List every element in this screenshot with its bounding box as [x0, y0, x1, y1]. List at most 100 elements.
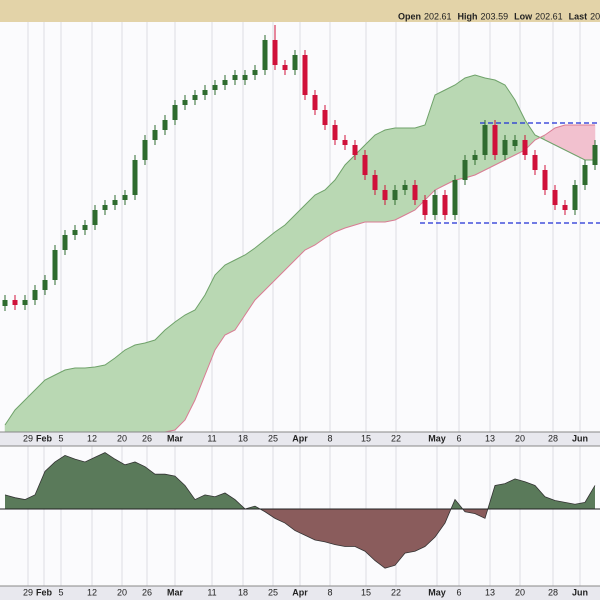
candle-body: [42, 280, 48, 290]
x-tick-label: Apr: [292, 587, 308, 597]
x-tick-label: 25: [268, 433, 278, 443]
candle-body: [202, 90, 208, 95]
x-tick-label: 26: [142, 587, 152, 597]
x-tick-label: 20: [117, 433, 127, 443]
candle-body: [272, 40, 278, 65]
candle-body: [302, 55, 308, 95]
cloud-segment: [154, 329, 166, 433]
x-tick-label: Feb: [36, 587, 53, 597]
header-value: 202.61: [424, 11, 452, 21]
candle-body: [472, 155, 478, 160]
candle-body: [2, 300, 8, 306]
candle-body: [372, 175, 378, 190]
x-tick-label: 20: [117, 587, 127, 597]
x-tick-label: 28: [548, 587, 558, 597]
candle-body: [152, 130, 158, 140]
x-tick-label: 5: [58, 433, 63, 443]
candle-body: [412, 185, 418, 200]
header-label: Open: [398, 11, 421, 21]
cloud-segment: [134, 342, 146, 433]
cloud-segment: [74, 367, 86, 433]
x-tick-label: 11: [207, 587, 216, 597]
candle-body: [252, 70, 258, 75]
candle-body: [172, 105, 178, 120]
cloud-segment: [434, 89, 446, 191]
cloud-segment: [94, 364, 106, 433]
candle-body: [182, 100, 188, 105]
header-label: Last: [569, 11, 588, 21]
cloud-segment: [384, 127, 396, 223]
candle-body: [142, 140, 148, 160]
candle-body: [362, 155, 368, 175]
candle-body: [72, 230, 78, 235]
x-tick-label: 20: [515, 587, 525, 597]
x-tick-label: 12: [87, 433, 97, 443]
cloud-edge: [4, 74, 595, 426]
x-tick-label: Feb: [36, 433, 53, 443]
header-value: 203.59: [481, 11, 509, 21]
candle-body: [212, 85, 218, 90]
cloud-segment: [144, 339, 156, 433]
cloud-segment: [164, 321, 176, 433]
candle-body: [392, 190, 398, 200]
candle-body: [222, 80, 228, 85]
candle-body: [512, 140, 518, 146]
candle-body: [462, 160, 468, 180]
x-tick-label: 12: [87, 587, 97, 597]
x-tick-label: Apr: [292, 433, 308, 443]
candle-body: [552, 190, 558, 205]
plot: 2929FebFeb55121220202626MarMar1111181825…: [0, 22, 600, 597]
date-band: [0, 432, 600, 446]
x-tick-label: 15: [361, 587, 371, 597]
x-tick-label: 11: [207, 433, 216, 443]
x-tick-label: 20: [515, 433, 525, 443]
cloud-segment: [394, 127, 406, 221]
header-value: 202.61: [535, 11, 563, 21]
cloud-segment: [484, 77, 496, 171]
candle-body: [52, 250, 58, 280]
x-tick-label: 18: [238, 433, 248, 443]
cloud-segment: [124, 344, 136, 433]
x-tick-label: Mar: [167, 433, 184, 443]
x-tick-label: May: [428, 587, 446, 597]
x-tick-label: 22: [391, 587, 401, 597]
header-label: High: [458, 11, 478, 21]
cloud-segment: [174, 314, 186, 431]
x-tick-label: 28: [548, 433, 558, 443]
x-tick-label: 13: [485, 433, 495, 443]
header-label: Low: [514, 11, 533, 21]
x-tick-label: 29: [23, 433, 33, 443]
candle-body: [332, 125, 338, 140]
candle-body: [12, 300, 18, 305]
candle-body: [322, 110, 328, 125]
x-tick-label: 5: [58, 587, 63, 597]
cloud-segment: [44, 374, 56, 433]
oscillator-line: [4, 452, 596, 569]
cloud-segment: [574, 124, 586, 161]
candle-body: [492, 125, 498, 155]
x-tick-label: 8: [327, 433, 332, 443]
candle-body: [262, 40, 268, 70]
candle-body: [402, 185, 408, 190]
cloud-segment: [114, 349, 126, 433]
candle-body: [62, 235, 68, 250]
candle-body: [82, 225, 88, 230]
cloud-segment: [54, 369, 66, 433]
header-value: 203: [590, 11, 600, 21]
candle-body: [532, 155, 538, 170]
cloud-segment: [314, 189, 326, 246]
x-tick-label: 6: [456, 587, 461, 597]
candle-body: [422, 200, 428, 215]
candle-body: [382, 190, 388, 200]
candle-body: [162, 120, 168, 130]
candle-body: [342, 140, 348, 145]
candle-body: [482, 125, 488, 155]
header-bar: [0, 0, 600, 22]
candle-body: [502, 140, 508, 155]
candle-body: [442, 195, 448, 215]
candle-body: [562, 205, 568, 210]
x-tick-label: Jun: [572, 433, 588, 443]
cloud-segment: [444, 84, 456, 186]
x-tick-label: May: [428, 433, 446, 443]
